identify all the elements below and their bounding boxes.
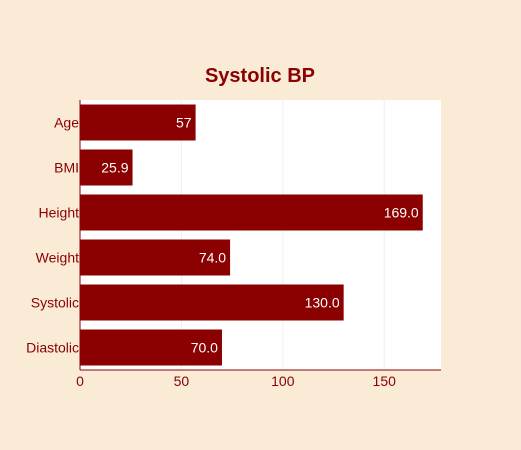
axes	[79, 100, 441, 371]
data-label-diastolic: 70.0	[191, 340, 218, 356]
y-tick-label-diastolic: Diastolic	[26, 340, 79, 356]
bars	[80, 104, 423, 366]
data-label-weight: 74.0	[199, 250, 226, 266]
chart-title: Systolic BP	[205, 65, 315, 87]
x-tick-label-50: 50	[174, 373, 190, 389]
data-label-age: 57	[176, 115, 192, 131]
x-tick-label-100: 100	[271, 373, 295, 389]
y-tick-label-systolic: Systolic	[31, 295, 79, 311]
labels: 57 Age 25.9 BMI 169.0 Height 74.0 Weight 130.0 Sy…	[26, 115, 419, 390]
bar-weight	[80, 239, 231, 276]
x-tick-label-0: 0	[76, 373, 84, 389]
bar-systolic	[80, 284, 344, 321]
x-tick-label-150: 150	[373, 373, 397, 389]
data-label-height: 169.0	[384, 205, 419, 221]
y-tick-label-weight: Weight	[36, 250, 79, 266]
y-tick-label-height: Height	[39, 205, 80, 221]
bar-diastolic	[80, 329, 222, 366]
y-tick-label-bmi: BMI	[54, 160, 79, 176]
data-label-systolic: 130.0	[305, 295, 340, 311]
y-tick-label-age: Age	[54, 115, 79, 131]
gridlines	[180, 100, 385, 370]
plot-area	[80, 100, 441, 370]
bar-age	[80, 104, 196, 141]
data-label-bmi: 25.9	[101, 160, 128, 176]
bar-height	[80, 194, 423, 231]
bar-bmi	[80, 149, 133, 186]
